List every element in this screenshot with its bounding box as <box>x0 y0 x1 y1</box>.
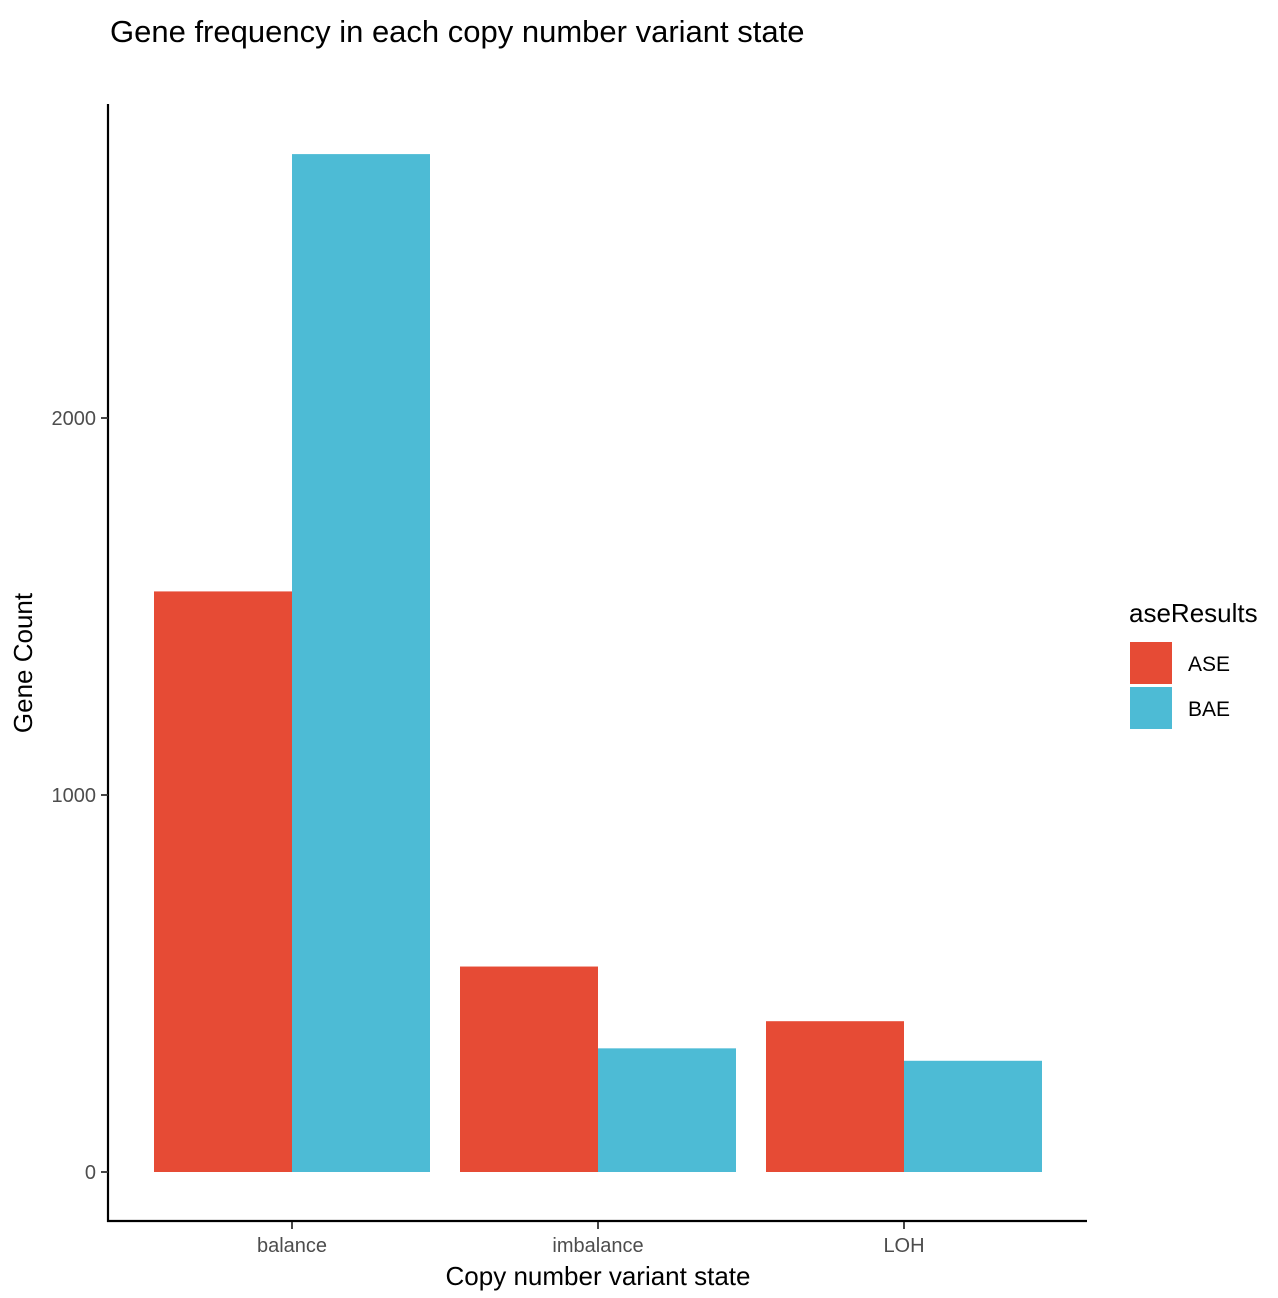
bar-loh-ase <box>766 1021 904 1172</box>
bar-imbalance-bae <box>598 1048 736 1172</box>
legend-key-ase <box>1130 642 1172 684</box>
y-tick-label: 1000 <box>52 785 97 807</box>
y-axis-title: Gene Count <box>8 592 38 733</box>
x-axis-title: Copy number variant state <box>446 1261 751 1291</box>
plot-area <box>154 154 1042 1173</box>
y-tick-label: 2000 <box>52 408 97 430</box>
legend-key-bae <box>1130 687 1172 729</box>
bar-balance-bae <box>292 154 430 1173</box>
legend: aseResults ASE BAE <box>1129 598 1258 729</box>
legend-title: aseResults <box>1129 598 1258 628</box>
x-tick-label: imbalance <box>552 1235 643 1257</box>
x-axis-ticks: balance imbalance LOH <box>257 1222 925 1257</box>
bar-loh-bae <box>904 1060 1042 1172</box>
y-axis-ticks: 0 1000 2000 <box>52 408 108 1184</box>
chart-title: Gene frequency in each copy number varia… <box>110 14 804 49</box>
legend-label-bae: BAE <box>1188 698 1230 721</box>
bar-imbalance-ase <box>460 966 598 1172</box>
x-tick-label: balance <box>257 1235 327 1257</box>
x-tick-label: LOH <box>883 1235 924 1257</box>
legend-label-ase: ASE <box>1188 653 1230 676</box>
y-tick-label: 0 <box>85 1162 96 1184</box>
bar-balance-ase <box>154 591 292 1172</box>
